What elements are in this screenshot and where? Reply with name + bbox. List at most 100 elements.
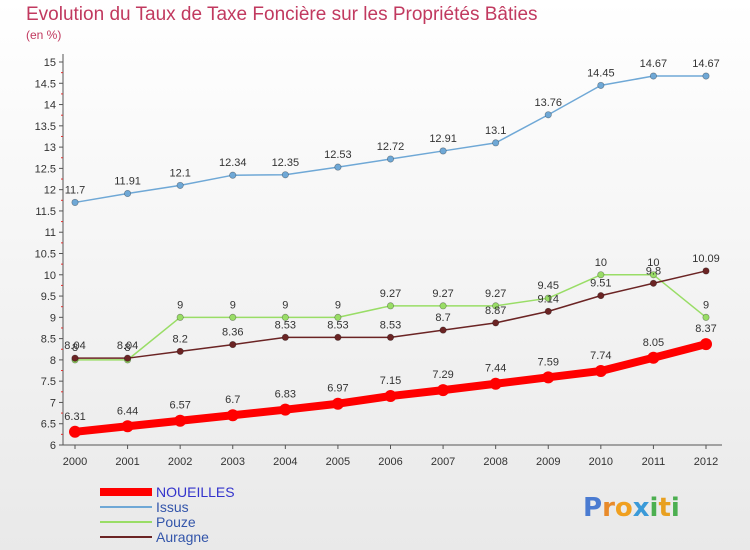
data-point xyxy=(597,271,605,279)
data-label: 11.91 xyxy=(114,175,141,187)
data-point xyxy=(489,377,502,390)
data-point xyxy=(124,189,132,198)
data-label: 9.51 xyxy=(590,278,611,290)
data-point xyxy=(121,420,134,433)
data-label: 8.53 xyxy=(275,319,296,331)
data-point xyxy=(281,313,289,321)
x-tick-label: 2000 xyxy=(63,456,87,468)
data-label: 9 xyxy=(335,299,341,311)
data-point xyxy=(384,390,397,403)
chart-title: Evolution du Taux de Taxe Foncière sur l… xyxy=(26,4,538,25)
data-label: 9.14 xyxy=(538,293,559,305)
logo-letter: i xyxy=(650,493,659,523)
y-tick-label: 13.5 xyxy=(35,121,56,133)
data-label: 9 xyxy=(177,299,183,311)
data-label: 8 xyxy=(72,342,78,354)
data-label: 9 xyxy=(282,299,288,311)
data-label: 8.2 xyxy=(173,333,188,345)
data-point xyxy=(331,397,344,410)
legend-label: NOUEILLES xyxy=(156,484,235,500)
data-label: 14.45 xyxy=(587,67,615,79)
logo-letter: x xyxy=(633,493,650,523)
data-label: 12.53 xyxy=(324,149,352,161)
data-label: 12.1 xyxy=(169,167,190,179)
data-point xyxy=(492,319,500,327)
data-label: 8.53 xyxy=(327,319,348,331)
data-label: 10.09 xyxy=(692,253,720,265)
data-point xyxy=(386,155,395,163)
data-point xyxy=(71,198,79,206)
data-point xyxy=(176,181,184,189)
data-point xyxy=(437,384,450,397)
data-point xyxy=(334,333,342,341)
y-tick-label: 6.5 xyxy=(41,419,56,431)
y-tick-label: 7.5 xyxy=(41,376,56,388)
data-label: 7.74 xyxy=(590,350,611,362)
data-label: 6.97 xyxy=(327,383,348,395)
y-tick-label: 14.5 xyxy=(35,78,56,90)
y-tick-label: 11.5 xyxy=(35,206,56,218)
data-point xyxy=(702,313,710,321)
chart-subtitle: (en %) xyxy=(26,28,62,42)
data-point xyxy=(124,354,132,362)
data-label: 8 xyxy=(125,342,131,354)
legend-label: Pouze xyxy=(156,514,196,530)
x-tick-label: 2006 xyxy=(378,456,402,468)
data-point xyxy=(492,302,500,310)
data-point xyxy=(176,313,184,321)
y-tick-label: 14 xyxy=(44,100,56,112)
data-label: 9.27 xyxy=(432,288,453,300)
data-point xyxy=(386,302,395,310)
x-tick-label: 2007 xyxy=(431,456,455,468)
data-point xyxy=(542,371,555,384)
data-point xyxy=(700,338,712,351)
x-tick-label: 2002 xyxy=(168,456,192,468)
data-point xyxy=(226,409,239,422)
y-tick-label: 9 xyxy=(50,312,56,324)
y-tick-label: 8.5 xyxy=(41,334,56,346)
data-point xyxy=(229,313,237,321)
data-label: 6.44 xyxy=(117,405,138,417)
data-point xyxy=(281,171,289,179)
data-label: 8.37 xyxy=(695,323,716,335)
data-label: 8.04 xyxy=(64,340,85,352)
data-label: 14.67 xyxy=(640,58,668,70)
y-tick-label: 12 xyxy=(44,185,56,197)
data-label: 14.67 xyxy=(692,58,720,70)
y-tick-label: 6 xyxy=(50,440,56,452)
data-point xyxy=(439,302,447,310)
x-tick-label: 2010 xyxy=(589,456,613,468)
data-label: 9 xyxy=(230,299,236,311)
y-tick-label: 10.5 xyxy=(35,249,56,261)
logo-letter: r xyxy=(602,493,615,523)
data-point xyxy=(649,72,657,80)
data-label: 12.35 xyxy=(272,157,300,169)
data-point xyxy=(334,163,342,171)
x-tick-label: 2011 xyxy=(642,456,666,468)
y-tick-label: 9.5 xyxy=(41,291,56,303)
data-label: 9.45 xyxy=(538,280,559,292)
x-tick-label: 2005 xyxy=(326,456,350,468)
data-label: 8.87 xyxy=(485,305,506,317)
y-tick-label: 15 xyxy=(44,57,56,69)
data-label: 7.44 xyxy=(485,363,506,375)
data-point xyxy=(386,333,395,341)
data-point xyxy=(702,267,710,275)
data-point xyxy=(279,403,292,416)
data-point xyxy=(69,425,81,438)
data-point xyxy=(176,347,184,355)
data-label: 8.05 xyxy=(643,337,664,349)
data-point xyxy=(647,351,660,364)
data-label: 10 xyxy=(647,257,659,269)
data-label: 8.36 xyxy=(222,327,243,339)
data-label: 9 xyxy=(703,299,709,311)
data-label: 8.7 xyxy=(435,312,450,324)
proxiti-logo: Proxiti xyxy=(583,493,680,523)
y-tick-label: 13 xyxy=(44,142,56,154)
data-label: 9.8 xyxy=(646,265,661,277)
data-point xyxy=(597,292,605,300)
data-point xyxy=(229,171,237,179)
legend-label: Auragne xyxy=(156,529,209,545)
logo-letter: t xyxy=(658,493,670,523)
